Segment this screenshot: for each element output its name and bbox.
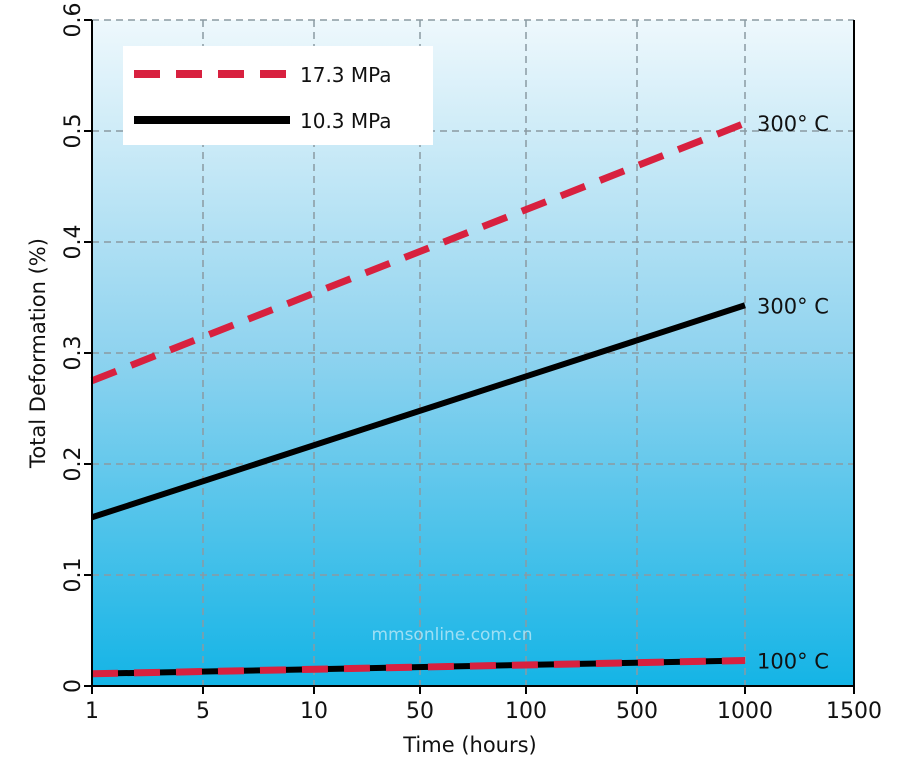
series-end-label: 300° C [757, 112, 829, 136]
legend-label-17-3: 17.3 MPa [300, 63, 392, 87]
y-tick-label: 0.6 [61, 3, 86, 38]
series-line-3 [91, 656, 746, 678]
x-ticks: 1 5 10 50 100 500 1000 1500 [85, 686, 882, 724]
y-tick-label: 0.1 [61, 558, 86, 593]
y-tick-label: 0.4 [61, 225, 86, 260]
y-ticks: 0 0.1 0.2 0.3 0.4 0.5 0.6 [61, 3, 92, 693]
x-tick-label: 1000 [717, 699, 773, 724]
y-axis-title: Total Deformation (%) [26, 238, 50, 469]
legend: 17.3 MPa 10.3 MPa [123, 46, 433, 145]
series-end-label: 300° C [757, 294, 829, 318]
y-tick-label: 0.5 [61, 114, 86, 149]
x-tick-label: 50 [406, 699, 434, 724]
y-tick-label: 0.3 [61, 336, 86, 371]
series-line-1 [91, 302, 746, 521]
legend-label-10-3: 10.3 MPa [300, 109, 392, 133]
watermark: mmsonline.com.cn [371, 625, 532, 645]
x-tick-label: 1 [85, 699, 99, 724]
series-line-0 [90, 119, 747, 385]
series-layer: 300° C 300° C 100° C [90, 112, 829, 678]
x-tick-label: 100 [505, 699, 547, 724]
series-end-label: 100° C [757, 649, 829, 673]
x-tick-label: 5 [196, 699, 210, 724]
x-tick-label: 1500 [826, 699, 882, 724]
y-tick-label: 0 [61, 679, 86, 693]
legend-box [123, 46, 433, 145]
y-tick-label: 0.2 [61, 447, 86, 482]
x-axis-title: Time (hours) [402, 733, 537, 757]
x-tick-label: 10 [300, 699, 328, 724]
x-tick-label: 500 [616, 699, 658, 724]
